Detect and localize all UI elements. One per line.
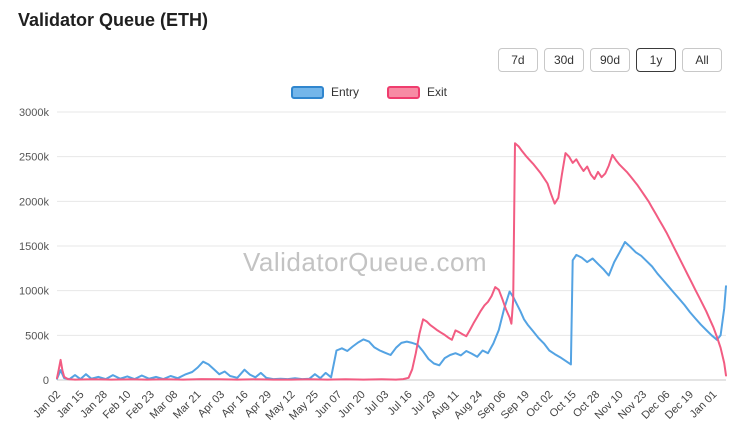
y-tick-label: 0 [43,375,49,387]
entry-line [56,241,727,381]
legend-item-exit[interactable]: Exit [387,85,447,99]
range-button-all[interactable]: All [682,48,722,72]
x-tick-label: Jun 20 [336,389,368,421]
y-tick-label: 1000k [19,286,49,298]
legend-label-entry: Entry [330,85,359,99]
exit-line [56,142,727,381]
x-tick-label: Jul 03 [362,389,391,418]
range-button-group: 7d 30d 90d 1y All [497,48,722,72]
x-tick-label: Jul 16 [386,389,415,418]
range-button-30d[interactable]: 30d [543,48,584,72]
range-button-90d[interactable]: 90d [589,48,630,72]
y-tick-label: 1500k [19,241,49,253]
chart-legend: Entry Exit [0,85,738,99]
y-tick-label: 500k [25,330,49,342]
legend-item-entry[interactable]: Entry [290,85,359,99]
y-tick-label: 2000k [19,196,49,208]
exit-swatch-icon [387,85,420,99]
y-tick-label: 3000k [19,107,49,119]
range-button-7d[interactable]: 7d [497,48,538,72]
entry-swatch-icon [290,85,324,99]
range-button-1y[interactable]: 1y [636,48,676,72]
page-title: Validator Queue (ETH) [18,10,209,30]
x-tick-label: Jan 01 [688,389,720,421]
watermark: ValidatorQueue.com [243,247,488,277]
legend-label-exit: Exit [427,85,448,99]
y-tick-label: 2500k [19,152,49,164]
